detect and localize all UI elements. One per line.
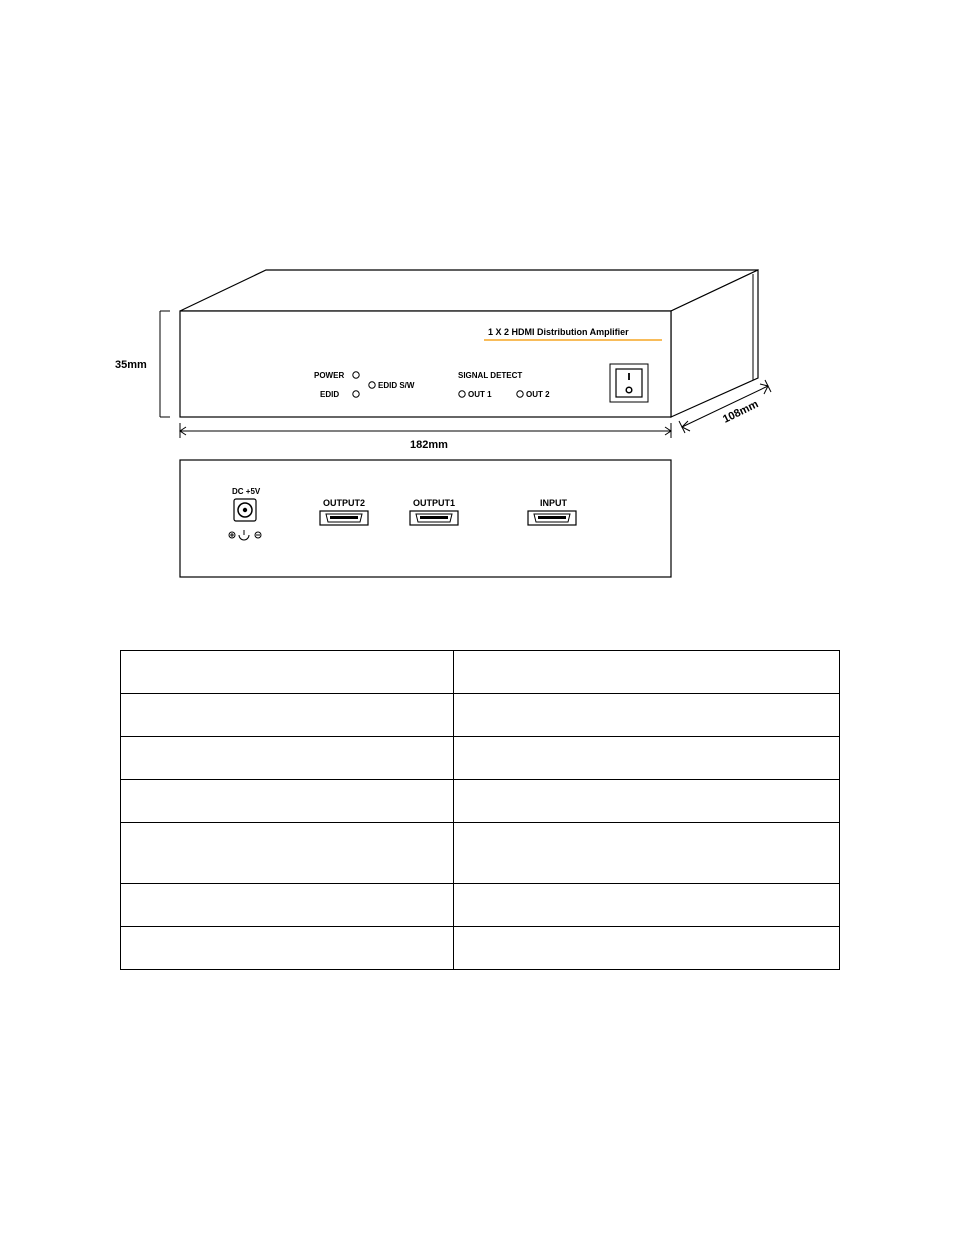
- spec-key: [121, 780, 454, 823]
- table-row: [121, 884, 840, 927]
- edid-sw-label: EDID S/W: [378, 381, 415, 390]
- spec-key: [121, 737, 454, 780]
- output1-label: OUTPUT1: [413, 498, 455, 508]
- spec-value: [454, 780, 840, 823]
- hdmi-output1-icon: [410, 511, 458, 525]
- table-row: [121, 823, 840, 884]
- edid-label: EDID: [320, 390, 339, 399]
- spec-key: [121, 651, 454, 694]
- power-label: POWER: [314, 371, 344, 380]
- spec-value: [454, 884, 840, 927]
- width-dim-label: 182mm: [410, 439, 448, 451]
- spec-table: [120, 650, 840, 970]
- hdmi-output2-icon: [320, 511, 368, 525]
- height-dim-label: 35mm: [115, 359, 147, 371]
- spec-key: [121, 694, 454, 737]
- output2-label: OUTPUT2: [323, 498, 365, 508]
- power-switch-icon: [610, 364, 648, 402]
- spec-value: [454, 651, 840, 694]
- spec-value: [454, 737, 840, 780]
- table-row: [121, 927, 840, 970]
- spec-value: [454, 694, 840, 737]
- page: 35mm 1 X 2 HDMI Distribution Amplifier P…: [0, 0, 954, 1235]
- dc-label: DC +5V: [232, 487, 261, 496]
- out1-label: OUT 1: [468, 390, 492, 399]
- input-label: INPUT: [540, 498, 568, 508]
- device-title: 1 X 2 HDMI Distribution Amplifier: [488, 327, 629, 337]
- width-dim-bracket: [180, 423, 671, 438]
- spec-value: [454, 927, 840, 970]
- device-top-face: [180, 270, 758, 311]
- spec-value: [454, 823, 840, 884]
- spec-key: [121, 884, 454, 927]
- height-dim-bracket: [160, 311, 170, 417]
- table-row: [121, 780, 840, 823]
- table-row: [121, 737, 840, 780]
- spec-key: [121, 927, 454, 970]
- out2-label: OUT 2: [526, 390, 550, 399]
- spec-key: [121, 823, 454, 884]
- signal-detect-label: SIGNAL DETECT: [458, 371, 522, 380]
- table-row: [121, 651, 840, 694]
- device-diagram: 35mm 1 X 2 HDMI Distribution Amplifier P…: [0, 0, 954, 640]
- table-row: [121, 694, 840, 737]
- hdmi-input-icon: [528, 511, 576, 525]
- dc-jack-icon: [234, 499, 256, 521]
- depth-dim-label: 108mm: [721, 398, 761, 426]
